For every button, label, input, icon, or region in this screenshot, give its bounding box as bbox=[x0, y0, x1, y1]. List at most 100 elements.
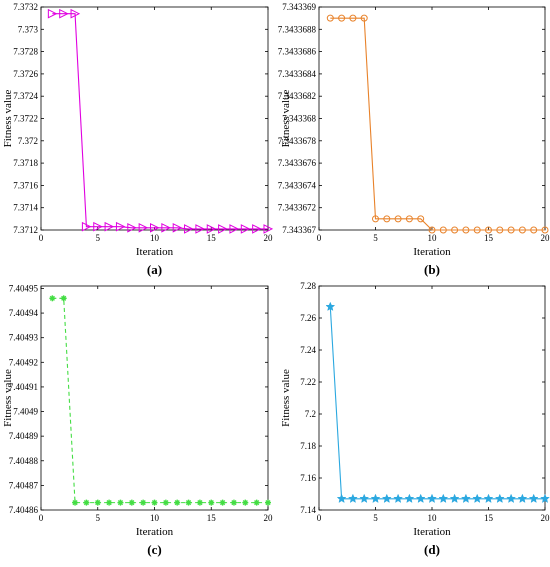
data-point-6 bbox=[383, 215, 391, 223]
x-tick-label: 0 bbox=[39, 513, 44, 523]
data-point-19 bbox=[253, 499, 260, 506]
series-line bbox=[330, 17, 545, 231]
x-tick-label: 15 bbox=[207, 233, 217, 243]
data-point-7 bbox=[393, 493, 404, 503]
plot-frame bbox=[318, 6, 546, 231]
data-point-10 bbox=[427, 493, 437, 503]
y-tick-label: 7.40486 bbox=[9, 505, 39, 515]
x-tick-label: 5 bbox=[96, 233, 101, 243]
y-tick-label: 7.3433672 bbox=[278, 203, 316, 213]
x-tick-label: 0 bbox=[317, 513, 322, 523]
data-point-17 bbox=[229, 224, 240, 234]
data-point-3 bbox=[347, 493, 358, 503]
x-axis-label: Iteration bbox=[413, 246, 451, 258]
y-tick-label: 7.2 bbox=[305, 409, 316, 419]
data-point-8 bbox=[405, 215, 413, 223]
data-point-8 bbox=[127, 222, 137, 233]
y-tick-label: 7.3433674 bbox=[278, 180, 317, 190]
data-point-2 bbox=[336, 493, 347, 503]
y-tick-label: 7.40491 bbox=[9, 382, 38, 392]
x-tick-label: 5 bbox=[96, 513, 101, 523]
data-point-12 bbox=[449, 493, 460, 503]
data-point-13 bbox=[184, 224, 194, 234]
y-tick-label: 7.343368 bbox=[282, 114, 316, 124]
panel-c: 0 5 10 15 20 7.40486 7.40487 7.40488 7.40489 7.40… bbox=[2, 283, 273, 557]
data-point-6 bbox=[104, 221, 115, 232]
data-point-16 bbox=[496, 226, 504, 234]
data-point-7 bbox=[117, 499, 124, 506]
x-axis-label: Iteration bbox=[136, 526, 174, 538]
x-tick-label: 15 bbox=[484, 513, 494, 523]
data-point-19 bbox=[528, 493, 539, 503]
panel-label: (d) bbox=[424, 542, 440, 557]
y-tick-label: 7.40487 bbox=[9, 480, 39, 490]
data-point-18 bbox=[518, 226, 526, 234]
data-point-9 bbox=[138, 222, 149, 233]
data-point-12 bbox=[174, 499, 181, 506]
x-tick-label: 5 bbox=[373, 233, 378, 243]
data-point-11 bbox=[161, 222, 171, 233]
x-tick-label: 20 bbox=[264, 513, 274, 523]
x-tick-label: 15 bbox=[484, 233, 494, 243]
y-tick-label: 7.373 bbox=[18, 24, 39, 34]
x-axis-label: Iteration bbox=[413, 526, 451, 538]
y-tick-label: 7.3712 bbox=[13, 225, 38, 235]
series-line bbox=[52, 297, 268, 504]
data-point-14 bbox=[195, 224, 206, 234]
y-tick-label: 7.3724 bbox=[13, 91, 38, 101]
y-tick-label: 7.14 bbox=[300, 505, 316, 515]
x-tick-label: 10 bbox=[150, 513, 160, 523]
data-point-13 bbox=[185, 499, 192, 506]
data-point-5 bbox=[372, 215, 379, 223]
data-point-2 bbox=[338, 14, 346, 22]
data-point-19 bbox=[252, 224, 262, 234]
x-tick-label: 10 bbox=[428, 233, 438, 243]
data-point-5 bbox=[94, 499, 101, 506]
panel-label: (a) bbox=[147, 262, 162, 277]
data-point-1 bbox=[326, 14, 334, 22]
x-tick-label: 20 bbox=[264, 233, 274, 243]
x-tick-label: 10 bbox=[428, 513, 438, 523]
data-point-14 bbox=[473, 226, 481, 234]
y-tick-label: 7.40494 bbox=[9, 308, 39, 318]
y-tick-label: 7.3433686 bbox=[278, 47, 317, 57]
y-tick-label: 7.3728 bbox=[13, 47, 38, 57]
data-point-3 bbox=[70, 8, 81, 19]
data-point-13 bbox=[460, 493, 471, 503]
y-axis-label: Fitness value bbox=[2, 369, 14, 427]
data-point-2 bbox=[60, 295, 67, 302]
y-tick-label: 7.28 bbox=[300, 281, 316, 291]
y-tick-label: 7.3433688 bbox=[278, 24, 317, 34]
y-tick-label: 7.3433676 bbox=[278, 158, 317, 168]
x-tick-label: 15 bbox=[207, 513, 217, 523]
y-tick-label: 7.3718 bbox=[13, 158, 38, 168]
data-point-12 bbox=[172, 222, 183, 233]
data-point-15 bbox=[208, 499, 215, 506]
data-point-5 bbox=[370, 493, 381, 503]
data-point-20 bbox=[540, 493, 550, 503]
y-tick-label: 7.24 bbox=[300, 345, 316, 355]
series-0 bbox=[47, 8, 274, 234]
y-axis-label: Fitness value bbox=[280, 369, 292, 427]
data-point-11 bbox=[439, 226, 447, 234]
y-tick-label: 7.4049 bbox=[13, 407, 38, 417]
data-point-1 bbox=[325, 301, 336, 311]
data-point-17 bbox=[507, 226, 515, 234]
data-point-4 bbox=[81, 221, 92, 232]
data-point-8 bbox=[128, 499, 135, 506]
data-point-20 bbox=[541, 226, 549, 234]
data-point-19 bbox=[530, 226, 538, 234]
data-point-10 bbox=[428, 226, 436, 234]
data-point-16 bbox=[494, 493, 505, 503]
data-point-18 bbox=[242, 499, 249, 506]
y-tick-label: 7.3716 bbox=[13, 180, 38, 190]
y-tick-label: 7.3732 bbox=[13, 2, 38, 12]
y-axis-label: Fitness value bbox=[2, 90, 14, 148]
series-line bbox=[52, 13, 268, 230]
data-point-17 bbox=[506, 493, 517, 503]
data-point-17 bbox=[230, 499, 237, 506]
data-point-4 bbox=[83, 499, 90, 506]
y-tick-label: 7.40492 bbox=[9, 357, 38, 367]
data-point-16 bbox=[219, 499, 226, 506]
